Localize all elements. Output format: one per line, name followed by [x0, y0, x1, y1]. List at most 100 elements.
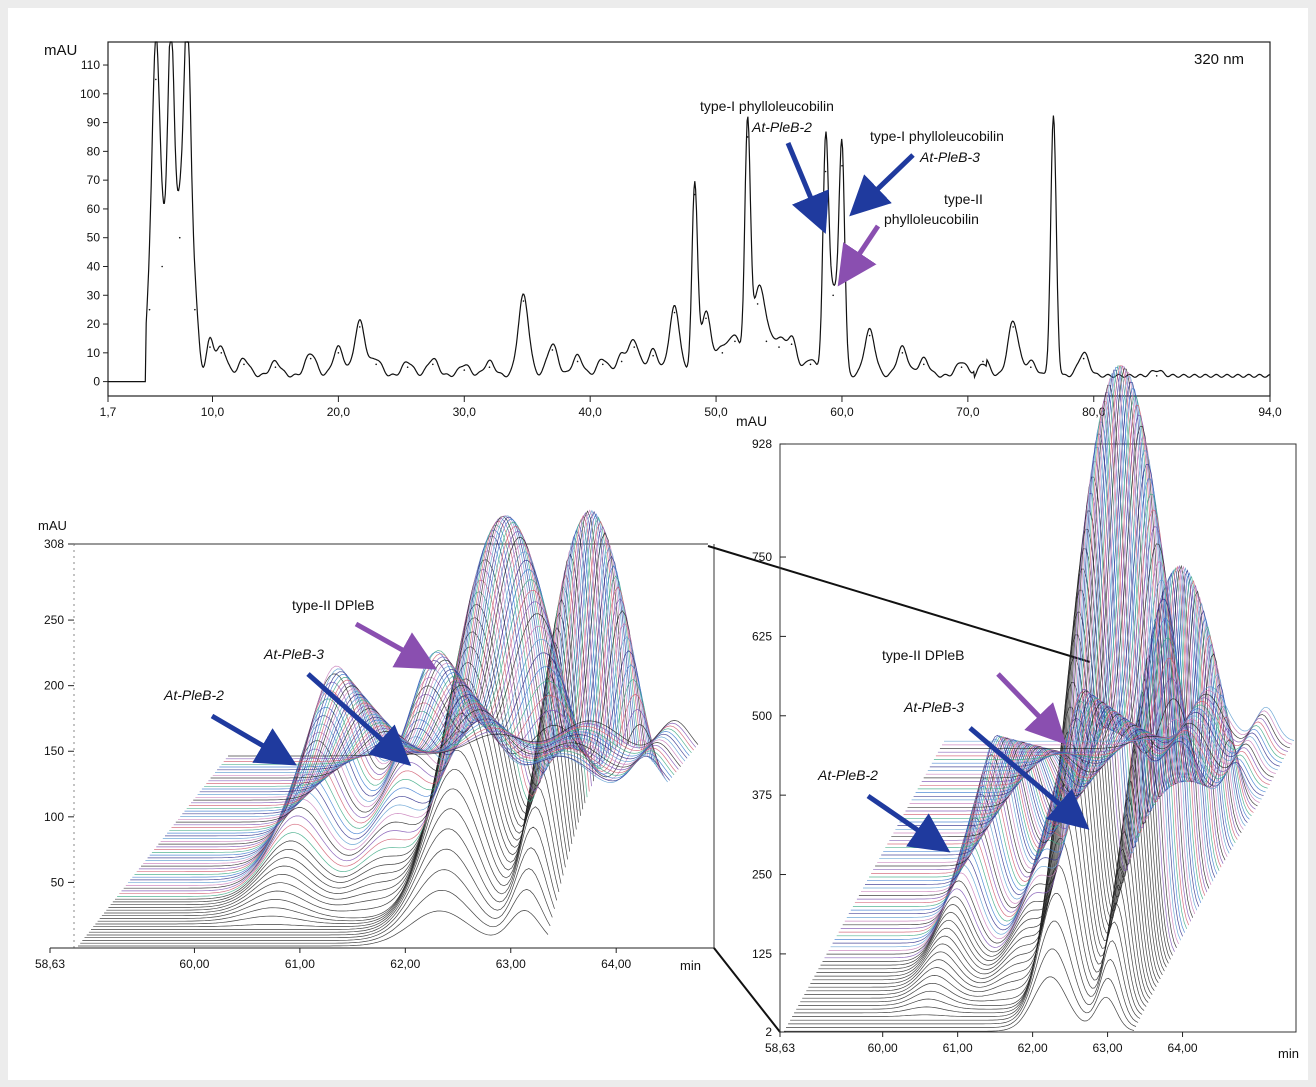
top-peak-point — [406, 366, 409, 369]
top-peak-point — [922, 363, 925, 366]
top-peak-point — [155, 78, 157, 81]
bl-x-ticks: 58,63 60,00 61,00 62,00 63,00 64,00 — [35, 948, 632, 971]
surface-trace-line — [810, 634, 1161, 984]
br-y-tick-label: 250 — [752, 868, 772, 882]
top-x-tick-label: 50,0 — [704, 405, 728, 419]
surface-trace-line — [885, 493, 1236, 849]
blue-arrow-bl-pleb2 — [210, 713, 297, 766]
top-peak-point — [1155, 375, 1158, 377]
br-xunit: min — [1278, 1046, 1299, 1061]
middle-mau-label: mAU — [736, 413, 767, 429]
surface-trace-line — [117, 586, 588, 897]
top-peak-point — [194, 308, 196, 311]
surface-trace-line — [887, 509, 1238, 845]
bl-y-tick-label: 200 — [44, 679, 64, 693]
top-chromatogram: mAU 320 nm 0 10 20 30 40 50 60 70 80 90 100 110 1,7… — [44, 41, 1282, 429]
purple-arrow-bl-dpleb — [354, 621, 438, 670]
bl-y-tick-label: 308 — [44, 537, 64, 551]
surface-trace-line — [95, 746, 566, 925]
top-peak-point — [620, 360, 623, 363]
surface-trace-line — [80, 889, 551, 944]
surface-trace-line — [121, 563, 592, 892]
surface-trace-line — [228, 720, 699, 757]
surface-trace-line — [826, 476, 1177, 955]
surface-trace-line — [794, 838, 1145, 1014]
surface-trace-line — [927, 715, 1278, 771]
top-peak-point — [982, 360, 984, 363]
top-annotation-3-line-2: phylloleucobilin — [884, 211, 979, 227]
top-annotation-2-line-1: type-I phylloleucobilin — [870, 128, 1004, 144]
surface-trace-line — [830, 446, 1181, 948]
surface-trace-line — [210, 709, 681, 779]
surface-trace-line — [112, 612, 584, 903]
bottom-right-3d-plot: 928 750 625 500 375 250 125 2 58,63 60,00 61,00 62… — [752, 365, 1299, 1061]
br-y-tick-label: 625 — [752, 629, 772, 643]
surface-trace-line — [784, 976, 1135, 1032]
blue-arrow-top-pleb2 — [785, 142, 829, 234]
top-y-tick-label: 60 — [87, 202, 101, 216]
bl-y-ticks: 308 250 200 150 100 50 — [44, 537, 714, 949]
bl-x-tick-label: 61,00 — [285, 957, 315, 971]
surface-trace-line — [812, 611, 1163, 981]
br-x-tick-label: 64,00 — [1168, 1041, 1198, 1055]
surface-trace-line — [151, 516, 623, 853]
surface-trace-line — [184, 664, 655, 812]
top-y-tick-label: 0 — [93, 375, 100, 389]
top-peak-point — [358, 326, 361, 328]
top-peak-point — [1030, 366, 1032, 369]
surface-trace-line — [814, 589, 1165, 977]
surface-trace-line — [199, 694, 670, 793]
br-label-pleb3: At-PleB-3 — [903, 699, 964, 715]
top-peak-point — [756, 303, 759, 305]
bl-label-pleb3: At-PleB-3 — [263, 646, 324, 662]
surface-trace-line — [942, 690, 1293, 746]
top-y-tick-label: 90 — [87, 116, 101, 130]
surface-trace-line — [186, 675, 658, 809]
surface-trace-line — [944, 686, 1295, 742]
surface-trace-line — [808, 657, 1159, 988]
top-peak-point — [186, 41, 189, 43]
top-peak-point — [220, 352, 223, 354]
purple-arrow-top-type2 — [837, 224, 881, 287]
top-x-tick-label: 40,0 — [578, 405, 602, 419]
surface-trace-line — [208, 706, 679, 782]
surface-trace-line — [134, 518, 605, 875]
surface-trace-line — [221, 724, 692, 765]
br-y-tick-label: 2 — [765, 1025, 772, 1039]
top-peak-point — [309, 357, 312, 360]
surface-trace-line — [108, 641, 579, 908]
surface-trace-line — [820, 528, 1171, 966]
top-peak-point — [809, 363, 812, 366]
top-peak-point — [274, 366, 277, 369]
top-peak-point — [337, 352, 340, 354]
top-peak-point — [170, 41, 172, 43]
surface-trace-line — [101, 691, 573, 917]
top-peak-point — [705, 317, 707, 320]
top-y-tick-label: 70 — [87, 173, 101, 187]
top-peak-point — [832, 294, 834, 297]
surface-trace-line — [858, 368, 1210, 896]
top-y-tick-label: 50 — [87, 231, 101, 245]
surface-trace-line — [188, 678, 660, 806]
surface-trace-line — [191, 681, 662, 804]
top-peak-point — [841, 164, 843, 167]
surface-trace-line — [865, 381, 1216, 885]
surface-trace-line — [130, 529, 601, 881]
bl-y-tick-label: 100 — [44, 810, 64, 824]
surface-trace-line — [788, 920, 1139, 1025]
surface-trace-line — [106, 657, 577, 911]
br-y-tick-label: 125 — [752, 947, 772, 961]
surface-trace-line — [931, 708, 1282, 764]
surface-trace-line — [921, 723, 1272, 782]
surface-trace-line — [822, 510, 1173, 962]
surface-trace-line — [838, 400, 1190, 933]
surface-trace-line — [223, 725, 694, 762]
top-peak-point — [522, 300, 525, 302]
surface-trace-line — [88, 806, 560, 933]
top-peak-point — [746, 136, 749, 138]
top-x-tick-label: 94,0 — [1258, 405, 1282, 419]
surface-trace-line — [786, 948, 1137, 1028]
top-peak-point — [148, 308, 151, 311]
br-label-dpleb: type-II DPleB — [882, 647, 964, 663]
surface-trace-line — [840, 392, 1192, 929]
